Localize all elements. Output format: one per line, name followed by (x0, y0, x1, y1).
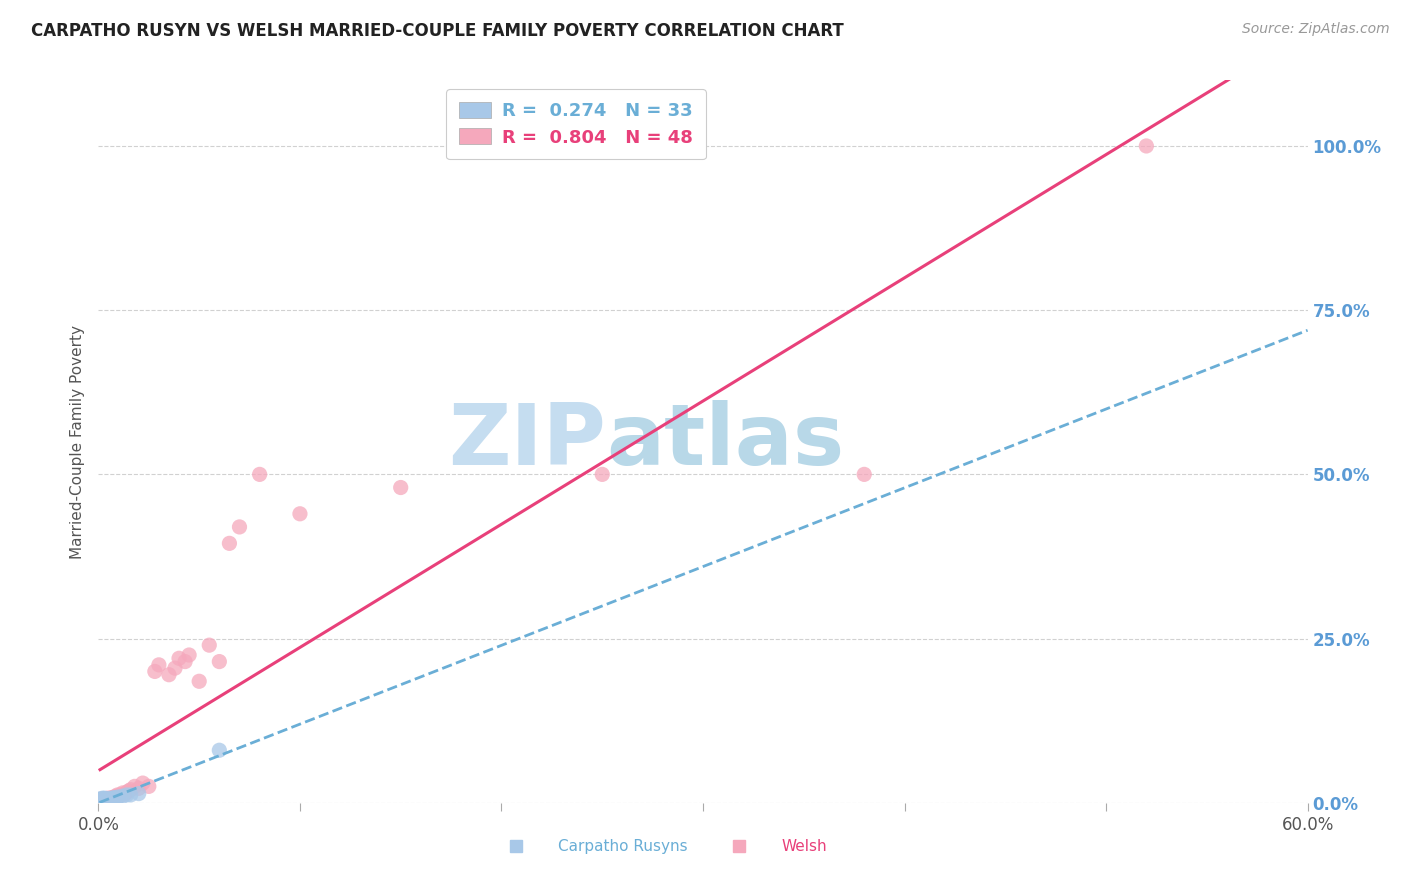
Point (89, 794, 111, 808)
Point (110, 788, 132, 802)
Point (94, 792, 117, 806)
Point (104, 789, 127, 804)
Point (107, 789, 129, 804)
Point (96, 792, 118, 806)
Point (218, 536, 240, 550)
Point (89, 793, 111, 807)
Point (118, 784, 141, 798)
Point (105, 791, 128, 805)
Point (93, 792, 115, 806)
Point (93, 791, 115, 805)
Point (208, 743, 231, 757)
Point (96, 791, 118, 805)
Text: Carpatho Rusyns: Carpatho Rusyns (558, 838, 688, 854)
Point (179, 648, 201, 662)
Point (138, 780, 160, 794)
Point (91, 792, 114, 806)
Point (94, 793, 117, 807)
Point (148, 657, 170, 672)
Point (100, 791, 122, 805)
Point (90, 792, 112, 806)
Point (124, 780, 146, 794)
Point (89, 795, 111, 809)
Point (103, 790, 125, 805)
Point (132, 776, 155, 790)
Point (89, 793, 111, 807)
Point (198, 638, 221, 652)
Text: Welsh: Welsh (782, 838, 827, 854)
Text: Source: ZipAtlas.com: Source: ZipAtlas.com (1241, 22, 1389, 37)
Point (208, 655, 231, 669)
Y-axis label: Married-Couple Family Poverty: Married-Couple Family Poverty (70, 325, 86, 558)
Point (1135, 139, 1157, 153)
Point (228, 520, 250, 534)
Point (97, 792, 120, 806)
Point (94, 792, 117, 806)
Point (91, 793, 114, 807)
Point (96, 792, 118, 806)
Point (93, 795, 115, 809)
Point (97, 793, 120, 807)
Point (114, 787, 136, 801)
Point (90, 794, 112, 808)
Point (93, 794, 115, 808)
Text: ZIP: ZIP (449, 400, 606, 483)
Point (90, 794, 112, 808)
Point (128, 781, 150, 796)
Point (101, 791, 124, 805)
Point (853, 467, 876, 482)
Point (96, 792, 118, 806)
Point (91, 792, 114, 806)
Point (90, 792, 112, 806)
Point (96, 794, 118, 808)
Point (100, 792, 122, 806)
Point (591, 467, 613, 482)
Point (107, 788, 129, 802)
Point (105, 790, 128, 805)
Point (91, 791, 114, 805)
Point (91, 795, 114, 809)
Point (143, 665, 166, 679)
Point (98, 792, 121, 806)
Point (174, 655, 197, 669)
Point (288, 507, 311, 521)
Point (103, 792, 125, 806)
Point (100, 790, 122, 805)
Point (115, 788, 138, 802)
Point (115, 785, 138, 799)
Point (188, 674, 211, 689)
Point (89, 795, 111, 809)
Point (249, 467, 271, 482)
Point (93, 793, 115, 807)
Point (389, 481, 412, 495)
Point (107, 789, 129, 804)
Point (167, 651, 190, 665)
Text: CARPATHO RUSYN VS WELSH MARRIED-COUPLE FAMILY POVERTY CORRELATION CHART: CARPATHO RUSYN VS WELSH MARRIED-COUPLE F… (31, 22, 844, 40)
Point (100, 792, 122, 806)
Point (120, 782, 142, 797)
Point (120, 788, 142, 802)
Point (157, 667, 180, 681)
Legend: R =  0.274   N = 33, R =  0.804   N = 48: R = 0.274 N = 33, R = 0.804 N = 48 (446, 89, 706, 160)
Point (163, 661, 186, 675)
Point (93, 792, 115, 806)
Point (111, 786, 134, 800)
Point (93, 793, 115, 807)
Point (111, 789, 134, 804)
Point (89, 792, 111, 806)
Text: atlas: atlas (606, 400, 845, 483)
Point (128, 787, 150, 801)
Point (101, 792, 124, 806)
Point (89, 793, 111, 807)
